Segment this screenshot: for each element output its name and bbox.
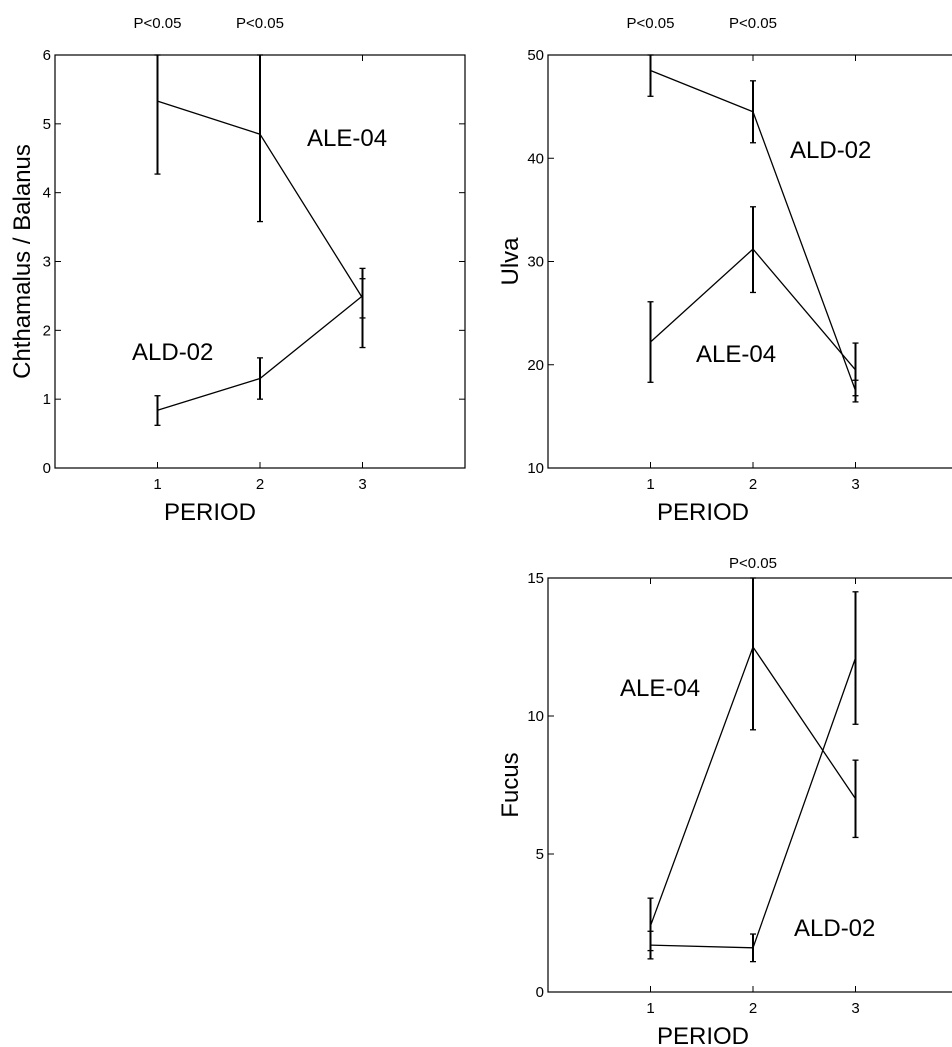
- plot-frame: [547, 54, 952, 469]
- plot-area: [647, 54, 859, 403]
- significance-annotation: P<0.05: [134, 15, 182, 32]
- plot-area: [154, 54, 366, 426]
- y-tick-label: 1: [43, 391, 51, 408]
- x-tick-label: 2: [749, 1000, 757, 1017]
- series-label: ALD-02: [790, 137, 871, 164]
- series-ale-04: [154, 54, 366, 319]
- x-tick-label: 3: [851, 1000, 859, 1017]
- y-tick-label: 0: [536, 984, 544, 1001]
- x-tick-label: 3: [358, 476, 366, 493]
- y-tick-label: 5: [43, 116, 51, 133]
- series-label: ALE-04: [620, 675, 700, 702]
- y-tick-label: 10: [527, 708, 544, 725]
- panel-fucus: 0 5 10 15 1 2 3 PERIOD Fucus ALE-04 ALD-02 P<0.05: [497, 555, 952, 1047]
- y-tick-label: 30: [527, 254, 544, 271]
- x-tick-label: 2: [256, 476, 264, 493]
- panel-ulva: 10 20 30 40 50 1 2 3 PERIOD Ulva ALD-02 ALE-04 P<0.0…: [497, 15, 952, 526]
- series-ald-02: [647, 591, 859, 963]
- series-label: ALE-04: [696, 341, 776, 368]
- significance-annotation: P<0.05: [729, 555, 777, 572]
- series-ale-04: [647, 577, 859, 952]
- x-tick-label: 1: [153, 476, 161, 493]
- significance-annotation: P<0.05: [236, 15, 284, 32]
- plot-area: [647, 577, 859, 963]
- x-tick-label: 2: [749, 476, 757, 493]
- y-tick-label: 5: [536, 846, 544, 863]
- y-tick-label: 50: [527, 47, 544, 64]
- y-tick-label: 4: [43, 185, 51, 202]
- x-tick-label: 3: [851, 476, 859, 493]
- y-tick-label: 0: [43, 460, 51, 477]
- significance-annotation: P<0.05: [729, 15, 777, 32]
- y-tick-label: 10: [527, 460, 544, 477]
- y-tick-label: 20: [527, 357, 544, 374]
- series-label: ALE-04: [307, 125, 387, 152]
- series-ald-02: [154, 267, 366, 426]
- y-axis-title: Fucus: [497, 752, 524, 817]
- plot-frame: [547, 577, 952, 993]
- series-label: ALD-02: [132, 339, 213, 366]
- x-axis-title: PERIOD: [657, 499, 749, 526]
- y-tick-label: 3: [43, 254, 51, 271]
- y-tick-label: 2: [43, 322, 51, 339]
- series-label: ALD-02: [794, 915, 875, 942]
- x-tick-label: 1: [646, 476, 654, 493]
- y-axis-title: Ulva: [497, 237, 524, 286]
- y-tick-label: 6: [43, 47, 51, 64]
- panel-chthamalus: 0 1 2 3 4 5 6 1 2 3 PERIOD Chthamalus / Balanus ALE-…: [9, 15, 466, 526]
- significance-annotation: P<0.05: [627, 15, 675, 32]
- y-tick-label: 15: [527, 570, 544, 587]
- y-axis-title: Chthamalus / Balanus: [9, 144, 36, 379]
- x-axis-title: PERIOD: [657, 1023, 749, 1047]
- x-axis-title: PERIOD: [164, 499, 256, 526]
- y-tick-label: 40: [527, 150, 544, 167]
- series-ale-04: [647, 206, 859, 397]
- x-tick-label: 1: [646, 1000, 654, 1017]
